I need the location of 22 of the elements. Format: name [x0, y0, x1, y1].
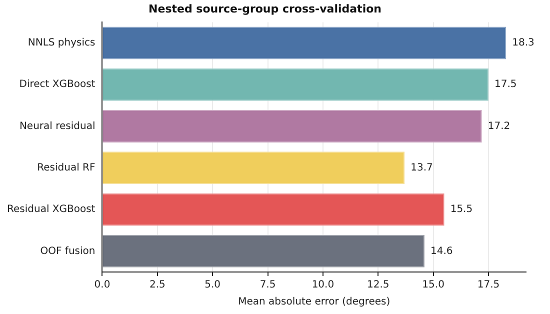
- y-tick-label: NNLS physics: [28, 38, 96, 49]
- x-axis-title: Mean absolute error (degrees): [238, 296, 390, 308]
- data-label: 17.2: [488, 120, 510, 132]
- y-tick-label: Residual XGBoost: [6, 204, 96, 216]
- y-tick-label: Direct XGBoost: [19, 79, 96, 90]
- data-label: 17.5: [494, 79, 517, 90]
- y-tick-label: OOF fusion: [40, 246, 96, 257]
- x-tick-label: 15.0: [422, 280, 444, 291]
- data-label: 18.3: [512, 38, 534, 49]
- data-label: 13.7: [410, 162, 433, 174]
- chart-title: Nested source-group cross-validation: [148, 2, 382, 16]
- x-tick-label: 5.0: [204, 280, 221, 291]
- x-tick-label: 7.5: [260, 280, 276, 291]
- data-label: 15.5: [450, 204, 473, 216]
- x-tick-label: 17.5: [477, 280, 500, 291]
- y-tick-label: Residual RF: [37, 162, 96, 174]
- x-tick-label: 12.5: [366, 280, 390, 291]
- x-tick-label: 2.5: [149, 280, 166, 291]
- data-label: 14.6: [430, 246, 453, 257]
- x-tick-label: 0.0: [94, 280, 110, 291]
- y-tick-label: Neural residual: [19, 120, 96, 132]
- x-tick-label: 10.0: [312, 280, 334, 291]
